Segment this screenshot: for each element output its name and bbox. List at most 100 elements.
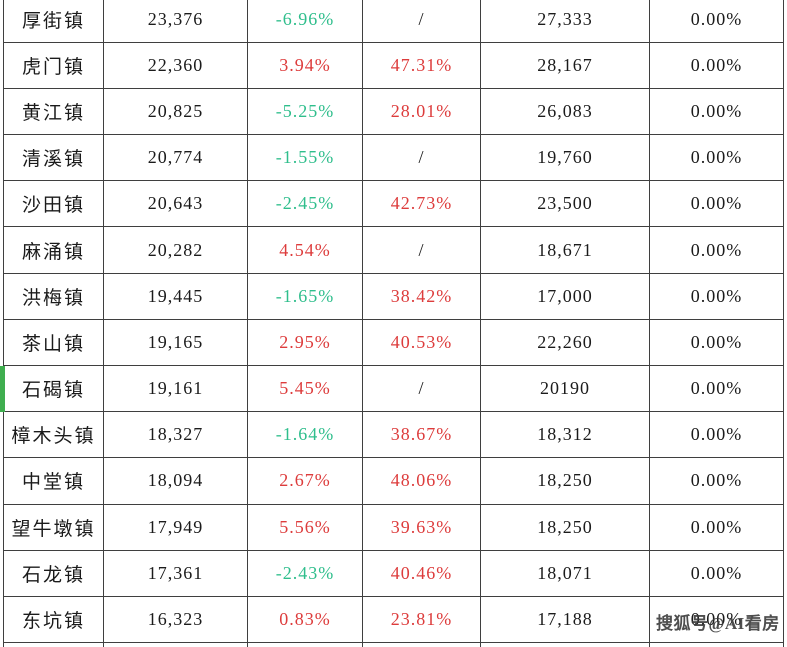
table-cell-empty (104, 643, 248, 647)
table-cell-town_name: 茶山镇 (4, 319, 104, 365)
table-cell-empty (248, 643, 363, 647)
table-cell-percent_change_2: / (363, 227, 481, 273)
table-cell-empty (363, 643, 481, 647)
table-cell-value_1: 19,445 (104, 273, 248, 319)
watermark: 搜狐号@AI看房 (656, 614, 780, 633)
table-cell-percent_change_1: 2.67% (248, 458, 363, 504)
table-cell-value_2: 28,167 (481, 42, 650, 88)
table-cell-percent_change_2: 42.73% (363, 181, 481, 227)
table-row: 沙田镇 20,643 -2.45% 42.73% 23,500 0.00% (4, 181, 784, 228)
table-cell-percent_change_3: 0.00% (650, 88, 784, 135)
table-cell-percent_change_2: / (363, 135, 481, 181)
table-cell-percent_change_1: -2.43% (248, 550, 363, 596)
table-cell-percent_change_3: 0.00% (650, 319, 784, 365)
table-cell-town_name: 沙田镇 (4, 181, 104, 227)
table-cell-percent_change_1: -2.45% (248, 181, 363, 227)
table-cell-town_name: 石龙镇 (4, 550, 104, 596)
table-cell-percent_change_2: 38.42% (363, 273, 481, 319)
table-cell-value_2: 18,250 (481, 504, 650, 550)
table-cell-value_2: 26,083 (481, 88, 650, 135)
table-cell-town_name: 虎门镇 (4, 42, 104, 88)
table-row: 中堂镇 18,094 2.67% 48.06% 18,250 0.00% (4, 458, 784, 505)
table-cell-percent_change_2: 23.81% (363, 596, 481, 643)
table-cell-percent_change_2: 28.01% (363, 88, 481, 135)
table-cell-percent_change_3: 0.00% (650, 596, 784, 643)
table-cell-value_1: 16,323 (104, 596, 248, 643)
table-cell-percent_change_3: 0.00% (650, 0, 784, 42)
table-cell-percent_change_2: / (363, 0, 481, 42)
table-cell-percent_change_2: 40.46% (363, 550, 481, 596)
table-cell-value_1: 17,361 (104, 550, 248, 596)
table-row: 石龙镇 17,361 -2.43% 40.46% 18,071 0.00% (4, 550, 784, 597)
table-cell-value_2: 18,312 (481, 412, 650, 458)
table-cell-percent_change_3: 0.00% (650, 504, 784, 550)
table-cell-value_2: 18,071 (481, 550, 650, 596)
table-cell-town_name: 洪梅镇 (4, 273, 104, 319)
table-cell-empty (650, 643, 784, 647)
table-cell-value_2: 27,333 (481, 0, 650, 42)
table-cell-percent_change_1: 5.56% (248, 504, 363, 550)
table-cell-percent_change_3: 0.00% (650, 273, 784, 319)
table-cell-value_1: 20,282 (104, 227, 248, 273)
table-cell-percent_change_1: 4.54% (248, 227, 363, 273)
table-cell-town_name: 东坑镇 (4, 596, 104, 643)
table-cell-empty (4, 643, 104, 647)
table-row: 茶山镇 19,165 2.95% 40.53% 22,260 0.00% (4, 319, 784, 366)
table-cell-percent_change_2: 48.06% (363, 458, 481, 504)
table-cell-value_1: 18,327 (104, 412, 248, 458)
table-cell-value_1: 22,360 (104, 42, 248, 88)
table-cell-percent_change_1: 3.94% (248, 42, 363, 88)
table-cell-percent_change_2: 47.31% (363, 42, 481, 88)
table-cell-value_1: 20,643 (104, 181, 248, 227)
table-cell-percent_change_3: 0.00% (650, 135, 784, 181)
table-cell-percent_change_3: 0.00% (650, 412, 784, 458)
table-cell-percent_change_3: 0.00% (650, 42, 784, 88)
table-cell-value_2: 17,188 (481, 596, 650, 643)
table-cell-town_name: 望牛墩镇 (4, 504, 104, 550)
row-highlight-marker (0, 366, 5, 413)
table-cell-percent_change_2: 39.63% (363, 504, 481, 550)
table-cell-town_name: 黄江镇 (4, 88, 104, 135)
table-row: 黄江镇 20,825 -5.25% 28.01% 26,083 0.00% (4, 88, 784, 136)
table-row: 望牛墩镇 17,949 5.56% 39.63% 18,250 0.00% (4, 504, 784, 551)
table-cell-empty (481, 643, 650, 647)
table-row: 麻涌镇 20,282 4.54%/18,671 0.00% (4, 227, 784, 274)
table-cell-percent_change_3: 0.00% (650, 181, 784, 227)
table-cell-town_name: 麻涌镇 (4, 227, 104, 273)
table-cell-percent_change_1: -5.25% (248, 88, 363, 135)
table-cell-town_name: 中堂镇 (4, 458, 104, 504)
table-cell-value_2: 17,000 (481, 273, 650, 319)
table-row: 洪梅镇 19,445 -1.65% 38.42% 17,000 0.00% (4, 273, 784, 320)
table-row: 东坑镇 16,323 0.83% 23.81% 17,188 0.00% (4, 596, 784, 644)
table-cell-value_2: 23,500 (481, 181, 650, 227)
table-cell-percent_change_3: 0.00% (650, 550, 784, 596)
table-cell-value_2: 22,260 (481, 319, 650, 365)
table-cell-percent_change_3: 0.00% (650, 366, 784, 412)
table-cell-town_name: 清溪镇 (4, 135, 104, 181)
table-row-partial (4, 643, 784, 647)
table-cell-town_name: 厚街镇 (4, 0, 104, 42)
table-cell-percent_change_1: 2.95% (248, 319, 363, 365)
table-cell-percent_change_2: 38.67% (363, 412, 481, 458)
table-cell-value_1: 20,825 (104, 88, 248, 135)
table-row: 樟木头镇 18,327 -1.64% 38.67% 18,312 0.00% (4, 412, 784, 459)
table-cell-percent_change_1: -1.64% (248, 412, 363, 458)
table-row: 厚街镇 23,376 -6.96%/27,333 0.00% (4, 0, 784, 43)
table-cell-percent_change_3: 0.00% (650, 227, 784, 273)
table-cell-value_1: 19,161 (104, 366, 248, 412)
table-cell-value_1: 23,376 (104, 0, 248, 42)
table-cell-value_2: 18,671 (481, 227, 650, 273)
table-cell-percent_change_1: 5.45% (248, 366, 363, 412)
table-cell-value_2: 19,760 (481, 135, 650, 181)
table-cell-value_1: 18,094 (104, 458, 248, 504)
table-row: 虎门镇 22,360 3.94% 47.31% 28,167 0.00% (4, 42, 784, 89)
table-cell-value_1: 20,774 (104, 135, 248, 181)
table-cell-town_name: 樟木头镇 (4, 412, 104, 458)
table-cell-town_name: 石碣镇 (4, 366, 104, 412)
table-cell-value_1: 17,949 (104, 504, 248, 550)
table-cell-percent_change_1: -1.65% (248, 273, 363, 319)
table-cell-percent_change_3: 0.00% (650, 458, 784, 504)
table-row: 清溪镇 20,774 -1.55%/19,760 0.00% (4, 135, 784, 182)
